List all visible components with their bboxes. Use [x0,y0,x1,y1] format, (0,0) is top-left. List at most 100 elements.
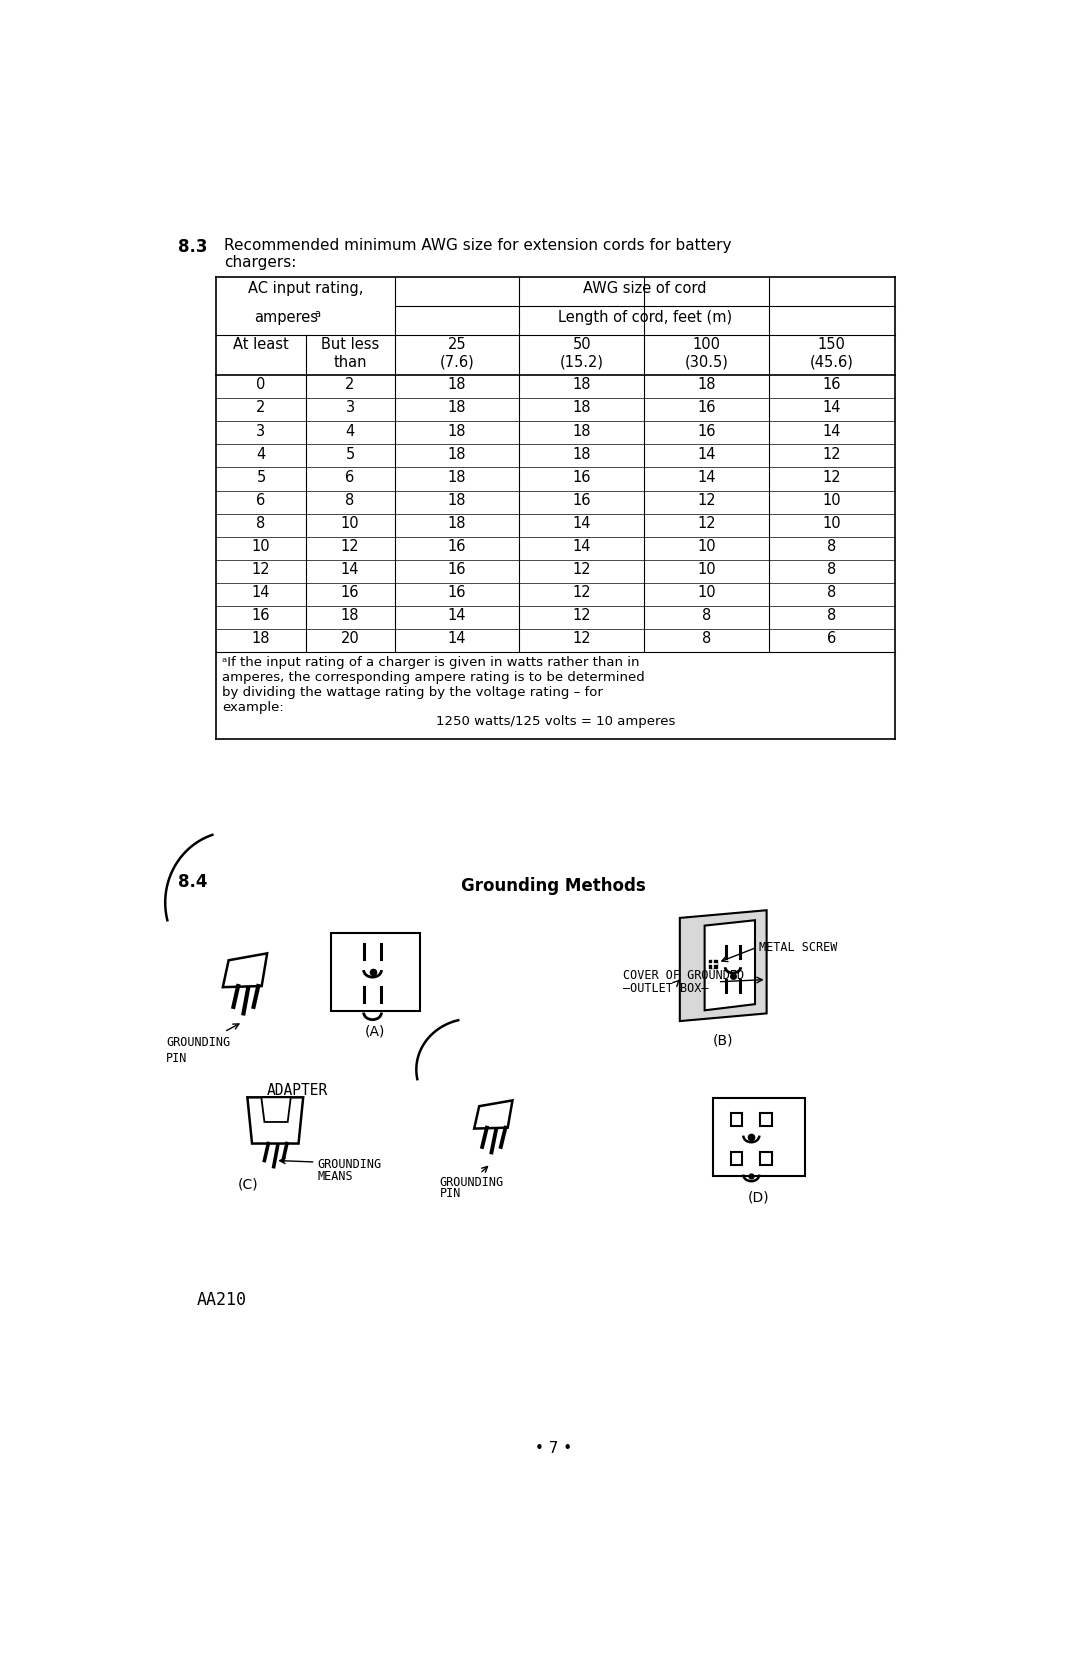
Text: 8: 8 [826,609,836,624]
Text: 10: 10 [252,539,270,554]
Text: COVER OF GROUNDED: COVER OF GROUNDED [623,970,744,981]
Text: 18: 18 [448,469,467,484]
Text: 18: 18 [448,492,467,507]
Text: 12: 12 [822,447,840,462]
Text: 18: 18 [572,424,591,439]
Text: AWG size of cord: AWG size of cord [583,280,706,295]
Text: 3: 3 [346,401,354,416]
Polygon shape [261,1097,291,1122]
Polygon shape [704,920,755,1010]
Text: 14: 14 [448,631,467,646]
Text: 12: 12 [572,609,591,624]
Bar [760,1152,772,1165]
Text: 12: 12 [698,516,716,531]
Text: 18: 18 [572,447,591,462]
Text: 12: 12 [698,492,716,507]
Text: MEANS: MEANS [318,1170,353,1183]
Text: 10: 10 [822,516,840,531]
Text: 4: 4 [346,424,354,439]
Text: 3: 3 [256,424,266,439]
Bar [731,1152,742,1165]
Text: 16: 16 [572,469,591,484]
Text: 2: 2 [346,377,354,392]
Text: • 7 •: • 7 • [535,1440,572,1455]
Text: GROUNDING: GROUNDING [440,1177,503,1188]
Text: 14: 14 [252,586,270,601]
Text: 18: 18 [448,447,467,462]
Text: 10: 10 [822,492,840,507]
Text: 6: 6 [826,631,836,646]
Text: 16: 16 [572,492,591,507]
Text: 12: 12 [341,539,360,554]
Text: 5: 5 [256,469,266,484]
Text: (A): (A) [365,1025,386,1038]
Text: Grounding Methods: Grounding Methods [461,878,646,895]
Text: 6: 6 [346,469,354,484]
Text: 50
(15.2): 50 (15.2) [559,337,604,371]
Text: 2: 2 [256,401,266,416]
Text: 25
(7.6): 25 (7.6) [440,337,474,371]
Text: 8.4: 8.4 [177,873,207,891]
Text: Recommended minimum AWG size for extension cords for battery
chargers:: Recommended minimum AWG size for extensi… [225,239,731,270]
Text: AA210: AA210 [197,1292,247,1310]
Text: 18: 18 [252,631,270,646]
Text: 12: 12 [252,562,270,577]
Text: 18: 18 [448,401,467,416]
Text: 12: 12 [572,631,591,646]
Polygon shape [679,910,767,1021]
Text: 100
(30.5): 100 (30.5) [685,337,729,371]
Text: 16: 16 [448,539,467,554]
Text: 14: 14 [572,516,591,531]
Text: ADAPTER: ADAPTER [267,1083,328,1098]
Text: AC input rating,: AC input rating, [247,280,363,295]
Text: 14: 14 [341,562,360,577]
Text: 14: 14 [698,447,716,462]
Text: 10: 10 [698,539,716,554]
Text: 16: 16 [448,562,467,577]
Text: (B): (B) [713,1033,733,1048]
Text: 12: 12 [822,469,840,484]
Text: 18: 18 [698,377,716,392]
Text: 18: 18 [448,424,467,439]
Text: 4: 4 [256,447,266,462]
Bar [713,1098,806,1177]
Text: 1250 watts/125 volts = 10 amperes: 1250 watts/125 volts = 10 amperes [435,716,675,728]
Text: 0: 0 [256,377,266,392]
Text: 8: 8 [826,539,836,554]
Text: 8: 8 [702,609,712,624]
Text: 8: 8 [346,492,354,507]
Text: amperes: amperes [254,310,319,325]
Text: 14: 14 [822,424,840,439]
Text: (D): (D) [748,1190,770,1205]
Text: —OUTLET BOX—: —OUTLET BOX— [623,983,708,995]
Text: 18: 18 [572,377,591,392]
Text: 5: 5 [346,447,354,462]
Text: 16: 16 [448,586,467,601]
Text: 20: 20 [340,631,360,646]
Text: 16: 16 [822,377,840,392]
Bar [731,1113,742,1127]
Text: ᵃIf the input rating of a charger is given in watts rather than in
amperes, the : ᵃIf the input rating of a charger is giv… [221,656,645,714]
Text: 18: 18 [448,377,467,392]
Text: 16: 16 [698,401,716,416]
Text: 8.3: 8.3 [177,239,207,255]
Text: 12: 12 [572,562,591,577]
Text: 16: 16 [341,586,360,601]
Text: 16: 16 [698,424,716,439]
Text: 16: 16 [252,609,270,624]
Text: GROUNDING
PIN: GROUNDING PIN [166,1036,230,1065]
Text: 8: 8 [702,631,712,646]
Text: 150
(45.6): 150 (45.6) [809,337,853,371]
Text: 8: 8 [256,516,266,531]
Text: 6: 6 [256,492,266,507]
Text: But less
than: But less than [321,337,379,371]
Text: 8: 8 [826,562,836,577]
Text: (C): (C) [238,1177,259,1192]
Text: 10: 10 [341,516,360,531]
Text: 12: 12 [572,586,591,601]
Text: 14: 14 [698,469,716,484]
Text: 18: 18 [341,609,360,624]
Text: 18: 18 [572,401,591,416]
Text: 18: 18 [448,516,467,531]
Text: GROUNDING: GROUNDING [318,1158,381,1172]
